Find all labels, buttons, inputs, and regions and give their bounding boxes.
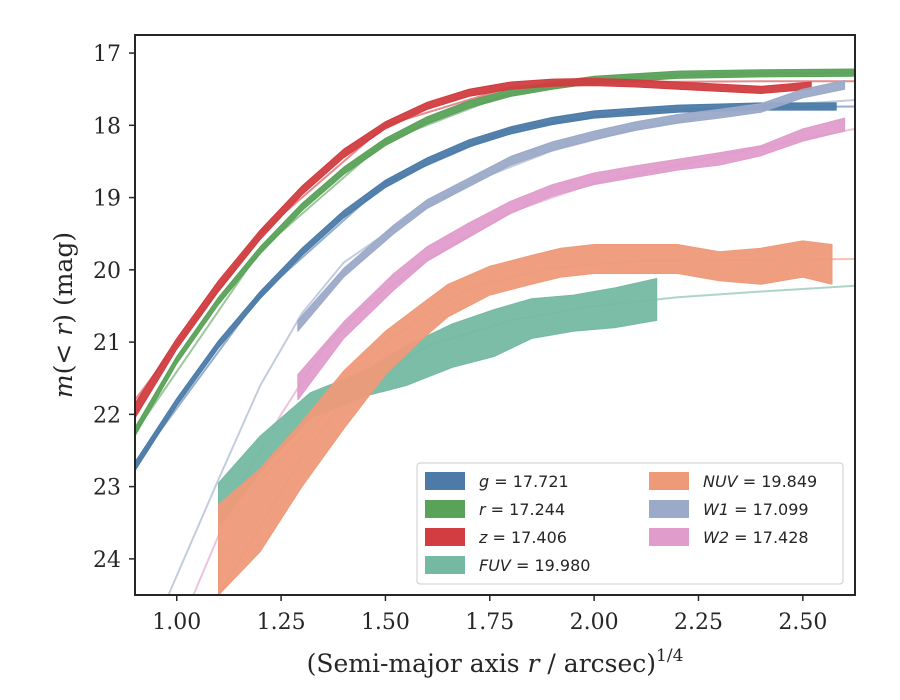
- legend-label-value: = 17.406: [487, 528, 567, 547]
- data-bands: [135, 68, 855, 595]
- legend-label-value: = 19.849: [738, 472, 818, 491]
- y-axis-label-var: r: [49, 322, 78, 336]
- legend-swatch-nuv: [649, 472, 689, 490]
- x-tick-label: 2.50: [778, 610, 827, 635]
- y-tick-label: 20: [93, 259, 121, 284]
- y-tick-label: 24: [93, 548, 121, 573]
- legend-swatch-g: [425, 472, 465, 490]
- y-tick-label: 23: [93, 476, 121, 501]
- y-tick-label: 19: [93, 187, 121, 212]
- y-axis-label-pre: m: [49, 374, 78, 398]
- legend-label-w1: W1 = 17.099: [703, 500, 809, 519]
- y-tick-label: 22: [93, 403, 121, 428]
- legend-swatch-w1: [649, 500, 689, 518]
- x-tick-label: 1.50: [361, 610, 410, 635]
- x-tick-label: 1.75: [465, 610, 514, 635]
- y-axis-label: m(< r) (mag): [49, 232, 78, 398]
- y-tick-label: 18: [93, 114, 121, 139]
- band-w2: [297, 117, 846, 401]
- legend-label-value: = 17.721: [489, 472, 569, 491]
- legend-label-var: W2: [703, 528, 729, 547]
- x-axis-label-main: (Semi-major axis: [307, 649, 528, 678]
- y-tick-label: 17: [93, 42, 121, 67]
- legend-swatch-w2: [649, 528, 689, 546]
- legend-label-var: z: [478, 528, 488, 547]
- legend-swatch-z: [425, 528, 465, 546]
- legend-label-value: = 17.244: [486, 500, 566, 519]
- x-axis-ticks: 1.00 1.25 1.50 1.75 2.00 2.25 2.50: [152, 595, 827, 635]
- x-tick-label: 1.25: [257, 610, 306, 635]
- legend-label-z: z = 17.406: [478, 528, 567, 547]
- x-tick-label: 2.25: [674, 610, 723, 635]
- y-axis-label-mid: (<: [49, 336, 78, 375]
- legend-label-fuv: FUV = 19.980: [479, 556, 590, 575]
- legend-label-var: NUV: [703, 472, 739, 491]
- legend-frame: [416, 462, 844, 585]
- band-g: [135, 102, 837, 472]
- x-axis-label-sup: 1/4: [656, 646, 683, 666]
- legend-label-value: = 17.428: [729, 528, 809, 547]
- legend-label-var: g: [479, 472, 489, 491]
- legend-label-var: W1: [703, 500, 729, 519]
- band-w1: [297, 80, 846, 332]
- legend-label-value: = 19.980: [511, 556, 591, 575]
- legend-label-var: r: [479, 500, 487, 519]
- legend-swatch-r: [425, 500, 465, 518]
- x-axis-label-var: r: [528, 649, 542, 678]
- legend-label-var: FUV: [479, 556, 512, 575]
- x-axis-label-rest: / arcsec): [539, 649, 656, 678]
- legend-label-w2: W2 = 17.428: [703, 528, 809, 547]
- x-tick-label: 2.00: [570, 610, 619, 635]
- band-r: [135, 68, 855, 437]
- band-nuv: [218, 240, 833, 595]
- y-tick-label: 21: [93, 331, 121, 356]
- y-axis-ticks: 17 18 19 20 21 22 23 24: [93, 42, 135, 573]
- legend-label-r: r = 17.244: [479, 500, 565, 519]
- x-tick-label: 1.00: [152, 610, 201, 635]
- legend-label-g: g = 17.721: [479, 472, 569, 491]
- plot-frame: [134, 34, 856, 596]
- y-axis-label-post: ) (mag): [49, 232, 78, 324]
- legend-label-nuv: NUV = 19.849: [703, 472, 817, 491]
- legend-label-value: = 17.099: [729, 500, 809, 519]
- x-axis-label: (Semi-major axis r / arcsec)1/4: [307, 646, 684, 678]
- legend-swatch-fuv: [425, 556, 465, 574]
